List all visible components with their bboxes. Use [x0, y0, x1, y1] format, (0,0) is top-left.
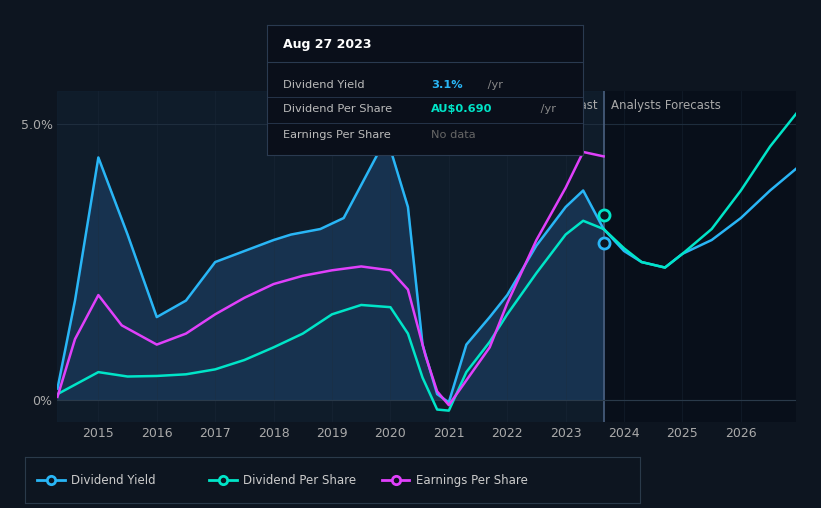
Text: Dividend Yield: Dividend Yield — [71, 474, 155, 488]
Text: Analysts Forecasts: Analysts Forecasts — [611, 100, 721, 112]
Text: Earnings Per Share: Earnings Per Share — [415, 474, 528, 488]
Text: /yr: /yr — [538, 104, 557, 114]
Text: Dividend Per Share: Dividend Per Share — [243, 474, 356, 488]
Text: Past: Past — [575, 100, 599, 112]
Text: Dividend Per Share: Dividend Per Share — [282, 104, 392, 114]
Text: Dividend Yield: Dividend Yield — [282, 80, 365, 90]
Text: Aug 27 2023: Aug 27 2023 — [282, 38, 371, 51]
Text: 3.1%: 3.1% — [431, 80, 463, 90]
Bar — [603, 91, 796, 422]
Text: No data: No data — [431, 130, 476, 140]
Text: AU$0.690: AU$0.690 — [431, 104, 493, 114]
Bar — [57, 91, 603, 422]
Text: /yr: /yr — [484, 80, 503, 90]
Text: Earnings Per Share: Earnings Per Share — [282, 130, 390, 140]
